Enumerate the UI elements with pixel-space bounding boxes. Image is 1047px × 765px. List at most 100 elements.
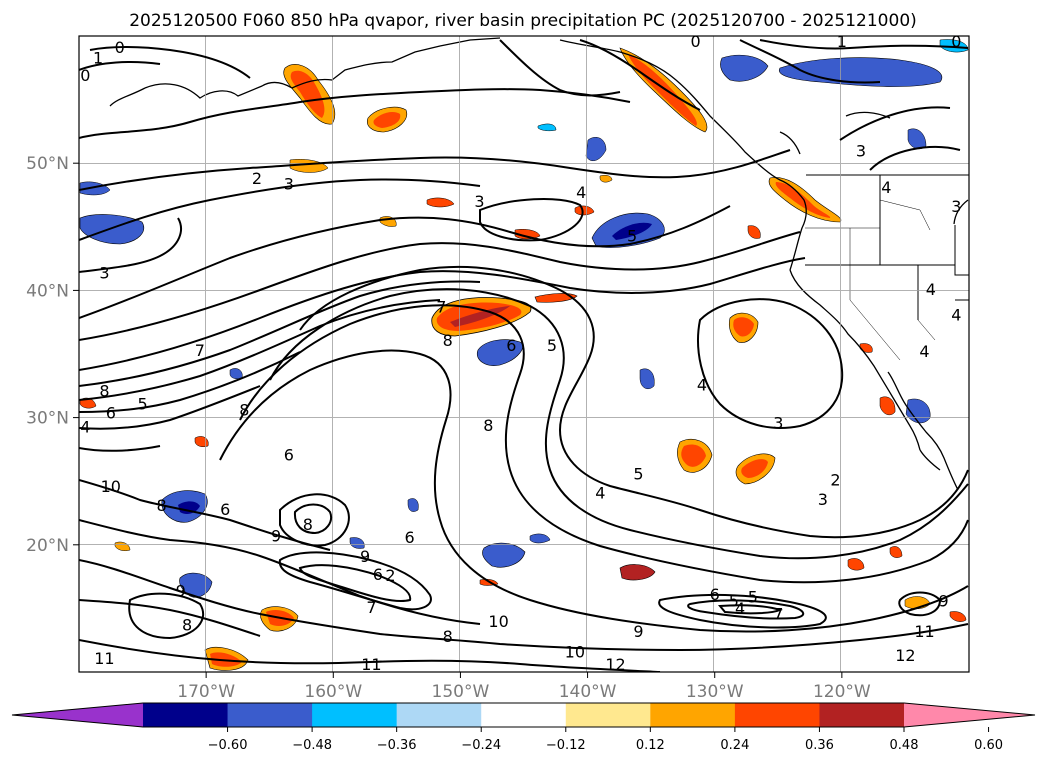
contour-label: 6 xyxy=(220,500,230,519)
colorbar-extend-low xyxy=(12,703,143,727)
colorbar-tick-label: −0.12 xyxy=(546,738,586,753)
contour-label: 9 xyxy=(360,547,370,566)
contour-label: 3 xyxy=(951,197,961,216)
colorbar-segment xyxy=(650,703,736,727)
contour-label: 10 xyxy=(565,642,585,661)
x-tick-label: 140°W xyxy=(559,682,617,702)
contour-label: 9 xyxy=(176,581,186,600)
contour-label: 3 xyxy=(773,413,783,432)
colorbar-segment xyxy=(227,703,313,727)
contour-label: 3 xyxy=(856,141,866,160)
contour-label: 6 xyxy=(710,585,720,604)
contour-label: 4 xyxy=(576,183,586,202)
contour-label: 5 xyxy=(547,336,557,355)
coastlines xyxy=(109,37,969,491)
contour-label: 5 xyxy=(627,226,637,245)
contour-label: 9 xyxy=(938,592,948,611)
colorbar-tick-label: −0.48 xyxy=(292,738,332,753)
contour-label: 4 xyxy=(735,599,745,618)
x-tick-label: 130°W xyxy=(686,682,744,702)
colorbar-outline xyxy=(11,702,1036,728)
contour-label: 4 xyxy=(595,483,605,502)
contour-label: 4 xyxy=(80,417,90,436)
contour-label: 5 xyxy=(729,592,739,611)
contour-label: 8 xyxy=(239,401,249,420)
colorbar-segment xyxy=(396,703,482,727)
contour-label: 4 xyxy=(926,280,936,299)
contour-label: 2 xyxy=(385,566,395,585)
contour-label: 6 xyxy=(373,565,383,584)
colorbar-tick-label: −0.36 xyxy=(377,738,417,753)
contour-label: 11 xyxy=(914,622,934,641)
contour-label: 0 xyxy=(951,32,961,51)
contour-label: 8 xyxy=(303,515,313,534)
x-tick-label: 120°W xyxy=(813,682,871,702)
x-tick-label: 160°W xyxy=(304,682,362,702)
colorbar-tick-label: 0.24 xyxy=(720,738,749,753)
contour-label: 7 xyxy=(195,341,205,360)
qvapor-contours xyxy=(79,39,969,672)
colorbar-tick-label: 0.12 xyxy=(636,738,665,753)
colorbar-segment xyxy=(481,703,567,727)
colorbar: −0.60 −0.48 −0.36 −0.24 −0.12 0.12 0.24 0.36 0.4… xyxy=(11,702,1036,753)
colorbar-tick-label: −0.60 xyxy=(208,738,248,753)
contour-label: 3 xyxy=(99,263,109,282)
contour-label: 4 xyxy=(697,375,707,394)
contour-label: 8 xyxy=(443,331,453,350)
y-tick-label: 50°N xyxy=(26,154,69,174)
contour-label: 3 xyxy=(818,490,828,509)
y-tick-label: 40°N xyxy=(26,281,69,301)
contour-label: 2 xyxy=(252,169,262,188)
contour-label: 7 xyxy=(436,298,446,317)
contour-label: 1 xyxy=(93,48,103,67)
contour-label: 0 xyxy=(115,38,125,57)
x-tick-label: 170°W xyxy=(177,682,235,702)
colorbar-tick-label: 0.60 xyxy=(974,738,1003,753)
gridlines xyxy=(79,36,969,672)
colorbar-extend-high xyxy=(904,703,1035,727)
chart-title: 2025120500 F060 850 hPa qvapor, river ba… xyxy=(129,11,917,31)
contour-label: 6 xyxy=(404,528,414,547)
contour-label: 0 xyxy=(80,66,90,85)
contour-label: 10 xyxy=(101,477,121,496)
contour-label: 1 xyxy=(837,32,847,51)
colorbar-segment xyxy=(734,703,820,727)
contour-label: 5 xyxy=(633,464,643,483)
contour-label: 5 xyxy=(748,588,758,607)
contour-label: 8 xyxy=(157,496,167,515)
contour-label: 7 xyxy=(366,598,376,617)
contour-label: 6 xyxy=(284,445,294,464)
colorbar-tick-label: 0.48 xyxy=(890,738,919,753)
contour-label: 11 xyxy=(94,649,114,668)
y-tick-label: 30°N xyxy=(26,409,69,429)
y-axis-ticks: 50°N 40°N 30°N 20°N xyxy=(26,154,79,556)
contour-label: 8 xyxy=(99,382,109,401)
colorbar-segment xyxy=(312,703,398,727)
contour-label: 3 xyxy=(474,192,484,211)
contour-label: 4 xyxy=(919,342,929,361)
state-borders xyxy=(805,199,936,361)
contour-label: 12 xyxy=(605,655,625,674)
contour-label: 0 xyxy=(691,32,701,51)
contour-label: 2 xyxy=(830,471,840,490)
contour-label: 4 xyxy=(881,178,891,197)
colorbar-tick-label: 0.36 xyxy=(805,738,834,753)
contour-label: 8 xyxy=(182,616,192,635)
contour-label: 3 xyxy=(284,174,294,193)
y-tick-label: 20°N xyxy=(26,536,69,556)
contour-label: 10 xyxy=(488,612,508,631)
map-frame xyxy=(78,35,970,673)
colorbar-segment xyxy=(565,703,651,727)
x-tick-label: 150°W xyxy=(432,682,490,702)
x-axis-ticks: 170°W 160°W 150°W 140°W 130°W 120°W xyxy=(177,672,871,702)
contour-label: 6 xyxy=(106,403,116,422)
colorbar-tick-label: −0.24 xyxy=(461,738,501,753)
contour-label: 8 xyxy=(483,416,493,435)
contour-label: 8 xyxy=(443,627,453,646)
borders xyxy=(805,174,969,320)
contour-label: 9 xyxy=(271,527,281,546)
colorbar-segment xyxy=(143,703,229,727)
